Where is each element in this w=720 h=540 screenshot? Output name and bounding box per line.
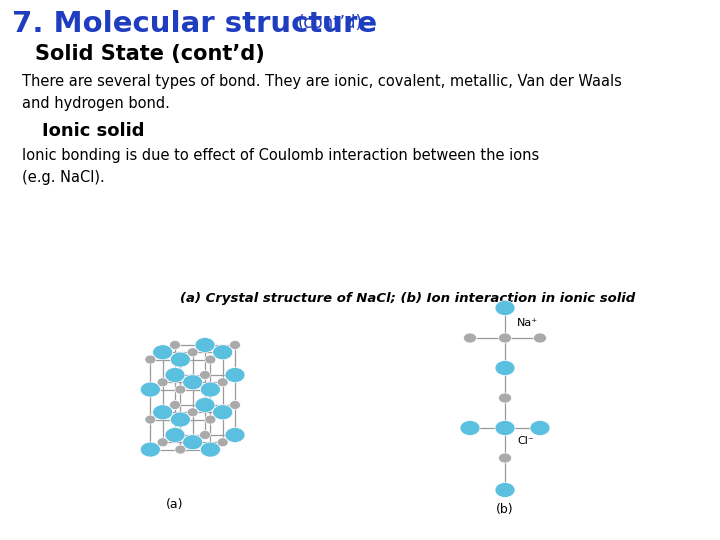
Ellipse shape — [175, 445, 186, 454]
Ellipse shape — [195, 397, 215, 413]
Ellipse shape — [225, 368, 245, 382]
Ellipse shape — [140, 382, 161, 397]
Ellipse shape — [165, 428, 185, 442]
Ellipse shape — [145, 415, 156, 424]
Ellipse shape — [460, 421, 480, 435]
Ellipse shape — [534, 333, 546, 343]
Ellipse shape — [230, 401, 240, 409]
Ellipse shape — [157, 378, 168, 387]
Ellipse shape — [153, 405, 173, 420]
Ellipse shape — [205, 355, 216, 364]
Ellipse shape — [175, 385, 186, 394]
Text: (b): (b) — [496, 503, 514, 516]
Text: (a): (a) — [166, 498, 184, 511]
Ellipse shape — [199, 430, 210, 440]
Ellipse shape — [498, 393, 511, 403]
Ellipse shape — [464, 333, 477, 343]
Ellipse shape — [145, 355, 156, 364]
Ellipse shape — [498, 333, 511, 343]
Ellipse shape — [205, 415, 216, 424]
Text: Ionic solid: Ionic solid — [42, 122, 145, 140]
Ellipse shape — [157, 438, 168, 447]
Ellipse shape — [217, 378, 228, 387]
Text: Cl⁻: Cl⁻ — [517, 436, 534, 446]
Ellipse shape — [171, 412, 190, 427]
Text: Na⁺: Na⁺ — [517, 318, 538, 328]
Text: There are several types of bond. They are ionic, covalent, metallic, Van der Waa: There are several types of bond. They ar… — [22, 74, 622, 111]
Ellipse shape — [498, 453, 511, 463]
Ellipse shape — [199, 370, 210, 380]
Ellipse shape — [212, 345, 233, 360]
Ellipse shape — [169, 341, 181, 349]
Ellipse shape — [195, 338, 215, 353]
Ellipse shape — [200, 382, 220, 397]
Ellipse shape — [225, 428, 245, 442]
Ellipse shape — [165, 368, 185, 382]
Ellipse shape — [495, 483, 515, 497]
Ellipse shape — [187, 408, 198, 417]
Ellipse shape — [212, 405, 233, 420]
Ellipse shape — [183, 375, 203, 390]
Text: 7. Molecular structure: 7. Molecular structure — [12, 10, 377, 38]
Ellipse shape — [187, 348, 198, 357]
Ellipse shape — [200, 442, 220, 457]
Ellipse shape — [530, 421, 550, 435]
Text: Ionic bonding is due to effect of Coulomb interaction between the ions
(e.g. NaC: Ionic bonding is due to effect of Coulom… — [22, 148, 539, 185]
Ellipse shape — [230, 341, 240, 349]
Text: (cont’d): (cont’d) — [298, 14, 363, 32]
Ellipse shape — [183, 435, 203, 450]
Ellipse shape — [153, 345, 173, 360]
Ellipse shape — [495, 421, 515, 435]
Ellipse shape — [495, 300, 515, 315]
Ellipse shape — [140, 442, 161, 457]
Ellipse shape — [495, 361, 515, 375]
Ellipse shape — [217, 438, 228, 447]
Ellipse shape — [169, 401, 181, 409]
Text: Solid State (cont’d): Solid State (cont’d) — [35, 44, 265, 64]
Text: (a) Crystal structure of NaCl; (b) Ion interaction in ionic solid: (a) Crystal structure of NaCl; (b) Ion i… — [180, 292, 635, 305]
Ellipse shape — [171, 352, 190, 367]
